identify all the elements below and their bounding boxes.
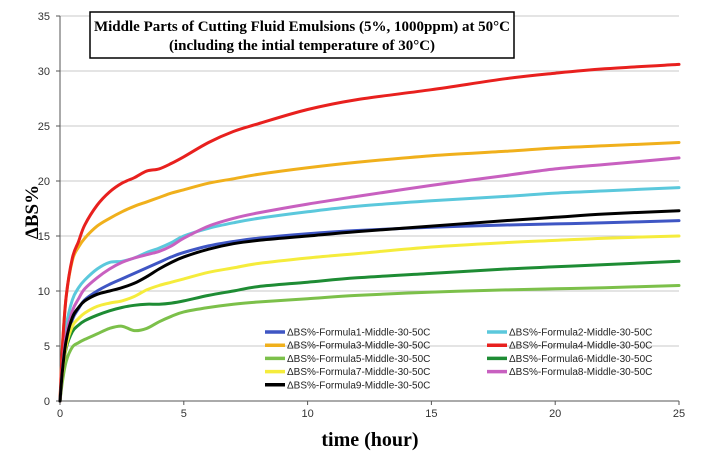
y-tick-label: 30 — [38, 66, 50, 78]
series-line-formula7 — [58, 234, 681, 403]
legend-label-formula6: ΔBS%-Formula6-Middle-30-50C — [509, 354, 652, 365]
legend-label-formula3: ΔBS%-Formula3-Middle-30-50C — [287, 341, 430, 352]
x-tick-label: 15 — [425, 408, 437, 420]
y-tick-label: 25 — [38, 121, 50, 133]
series-line-formula8 — [58, 156, 681, 403]
axes: 0 5 10 15 20 25 30 35 0 5 10 15 20 25 — [38, 11, 685, 420]
series-line-formula2 — [58, 186, 681, 403]
x-tick-label: 0 — [57, 408, 63, 420]
series-line-formula6 — [58, 259, 681, 403]
legend-label-formula1: ΔBS%-Formula1-Middle-30-50C — [287, 328, 430, 339]
x-tick-label: 20 — [549, 408, 561, 420]
chart-title-box: Middle Parts of Cutting Fluid Emulsions … — [89, 11, 515, 59]
series-line-formula3 — [58, 141, 681, 403]
x-tick-label: 10 — [301, 408, 313, 420]
legend-label-formula5: ΔBS%-Formula5-Middle-30-50C — [287, 354, 430, 365]
y-axis-title: ΔBS% — [22, 185, 43, 239]
x-tick-label: 5 — [181, 408, 187, 420]
chart-title-line-1: Middle Parts of Cutting Fluid Emulsions … — [94, 19, 510, 35]
x-axis-title: time (hour) — [321, 429, 418, 451]
y-tick-label: 20 — [38, 176, 50, 188]
y-tick-label: 35 — [38, 11, 50, 23]
y-tick-label: 10 — [38, 286, 50, 298]
series-line-formula9 — [58, 209, 681, 403]
legend-label-formula4: ΔBS%-Formula4-Middle-30-50C — [509, 341, 652, 352]
legend: ΔBS%-Formula1-Middle-30-50C ΔBS%-Formula2… — [265, 328, 652, 391]
series-lines — [58, 62, 681, 403]
y-tick-label: 15 — [38, 231, 50, 243]
y-tick-label: 0 — [44, 396, 50, 408]
legend-label-formula8: ΔBS%-Formula8-Middle-30-50C — [509, 367, 652, 378]
x-tick-label: 25 — [673, 408, 685, 420]
series-line-formula5 — [58, 284, 681, 403]
series-line-formula4 — [58, 62, 681, 403]
title-border — [89, 11, 515, 59]
legend-label-formula2: ΔBS%-Formula2-Middle-30-50C — [509, 328, 652, 339]
legend-label-formula9: ΔBS%-Formula9-Middle-30-50C — [287, 380, 430, 391]
chart-title-line-2: (including the intial temperature of 30°… — [169, 38, 435, 54]
y-tick-label: 5 — [44, 341, 50, 353]
legend-label-formula7: ΔBS%-Formula7-Middle-30-50C — [287, 367, 430, 378]
